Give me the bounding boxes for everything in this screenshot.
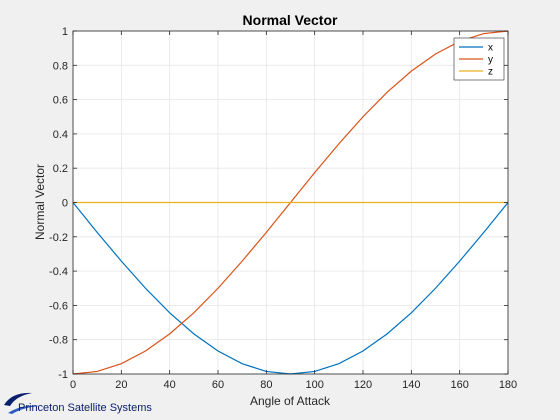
y-tick-label: 0.4 bbox=[53, 129, 68, 141]
chart-title: Normal Vector bbox=[243, 12, 338, 28]
x-tick-label: 0 bbox=[70, 379, 76, 391]
logo-swoosh-icon bbox=[4, 392, 32, 406]
x-axis-label: Angle of Attack bbox=[250, 394, 331, 408]
x-tick-label: 180 bbox=[499, 379, 517, 391]
y-tick-labels: -1 -0.8 -0.6 -0.4 -0.2 0 0.2 0.4 0.6 0.8 1 bbox=[49, 26, 68, 381]
y-tick-label: 1 bbox=[62, 26, 68, 38]
x-tick-labels: 0 20 40 60 80 100 120 140 160 180 bbox=[70, 379, 517, 391]
y-tick-label: 0 bbox=[62, 198, 68, 210]
x-tick-label: 120 bbox=[354, 379, 372, 391]
y-tick-label: -0.8 bbox=[49, 335, 68, 347]
y-tick-label: 0.6 bbox=[53, 95, 68, 107]
x-tick-label: 100 bbox=[305, 379, 323, 391]
y-axis-label: Normal Vector bbox=[33, 164, 47, 240]
tick-marks bbox=[72, 30, 509, 375]
y-tick-label: -0.2 bbox=[49, 232, 68, 244]
legend: xyz bbox=[453, 37, 505, 81]
y-tick-label: -0.6 bbox=[49, 300, 68, 312]
x-tick-label: 140 bbox=[402, 379, 420, 391]
y-tick-label: -0.4 bbox=[49, 266, 68, 278]
x-tick-label: 60 bbox=[212, 379, 224, 391]
x-tick-label: 80 bbox=[260, 379, 272, 391]
legend-label-x: x bbox=[488, 43, 493, 54]
y-tick-label: -1 bbox=[58, 369, 68, 381]
y-tick-label: 0.2 bbox=[53, 163, 68, 175]
logo-text: Princeton Satellite Systems bbox=[18, 402, 152, 414]
x-tick-label: 40 bbox=[164, 379, 176, 391]
legend-label-z: z bbox=[488, 67, 493, 78]
logo-swoosh-accent-icon bbox=[8, 405, 40, 414]
company-logo: Princeton Satellite Systems bbox=[4, 392, 152, 414]
legend-label-y: y bbox=[488, 55, 493, 66]
y-tick-label: 0.8 bbox=[53, 60, 68, 72]
x-tick-label: 160 bbox=[450, 379, 468, 391]
x-tick-label: 20 bbox=[115, 379, 127, 391]
